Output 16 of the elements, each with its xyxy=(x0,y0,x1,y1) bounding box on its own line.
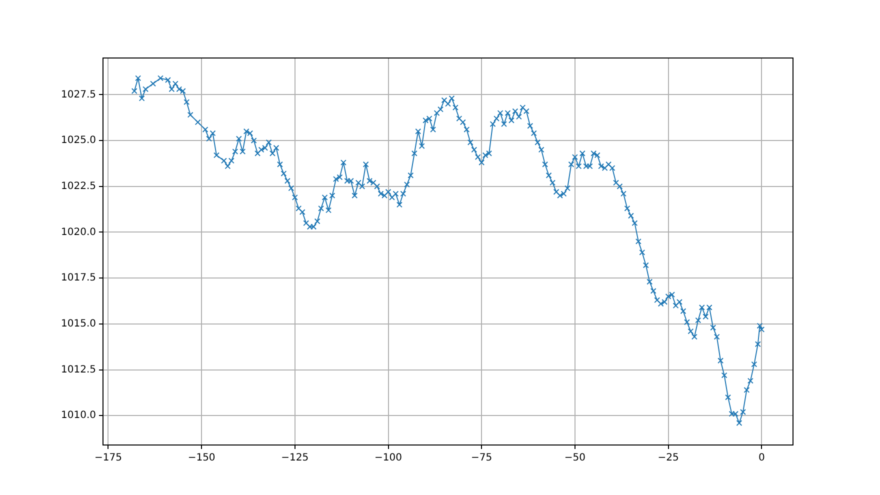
x-tick-label: −175 xyxy=(94,452,122,464)
x-tick-label: −50 xyxy=(564,452,586,464)
x-tick-label: 0 xyxy=(758,452,765,464)
y-tick-label: 1012.5 xyxy=(60,364,96,376)
x-tick-label: −100 xyxy=(374,452,402,464)
x-tick-label: −75 xyxy=(471,452,492,464)
y-tick-label: 1017.5 xyxy=(60,272,96,284)
x-tick-label: −150 xyxy=(188,452,216,464)
y-tick-label: 1022.5 xyxy=(60,180,96,192)
x-tick-label: −125 xyxy=(281,452,309,464)
y-tick-label: 1020.0 xyxy=(60,226,96,238)
y-tick-label: 1010.0 xyxy=(60,410,96,422)
y-tick-label: 1025.0 xyxy=(60,135,96,146)
y-tick-label: 1027.5 xyxy=(60,89,96,100)
x-tick-label: −25 xyxy=(658,452,679,464)
y-tick-label: 1015.0 xyxy=(60,318,96,330)
